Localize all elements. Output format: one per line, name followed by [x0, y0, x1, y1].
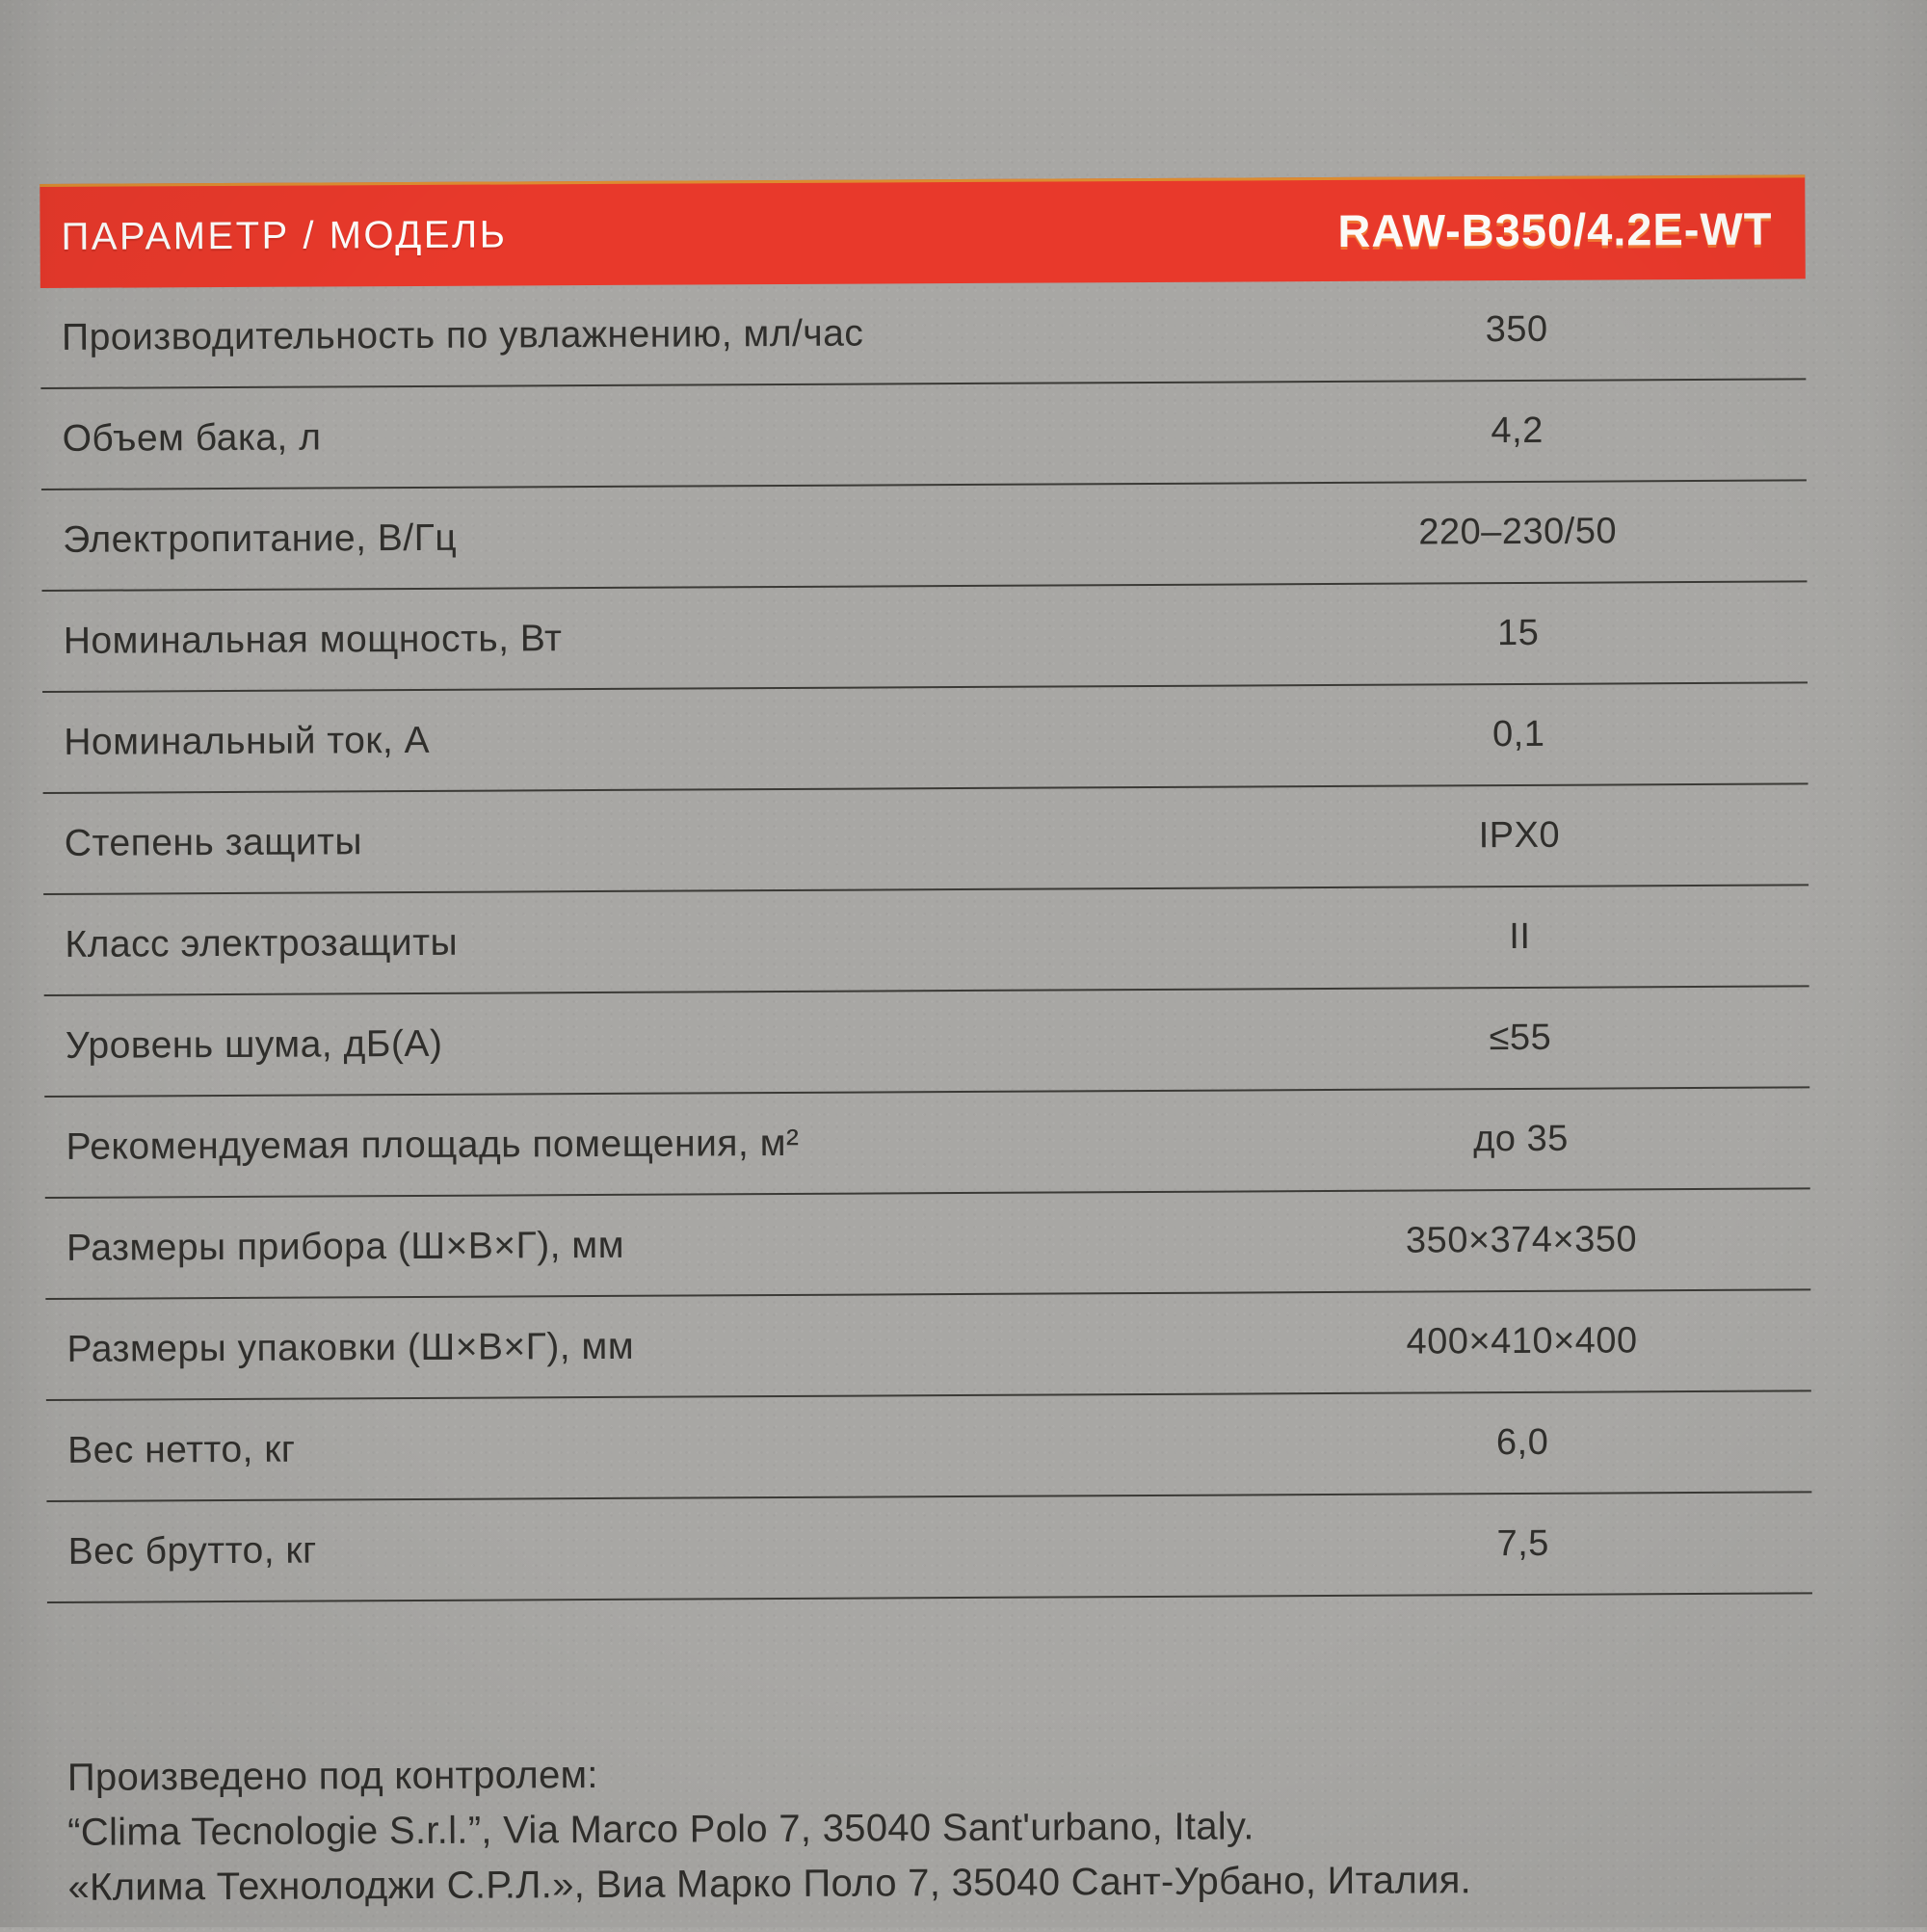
spec-table: ПАРАМЕТР / МОДЕЛЬ RAW-B350/4.2E-WT Произ…	[40, 174, 1812, 1603]
spec-row-value: 15	[1496, 612, 1540, 654]
spec-row-value: до 35	[1473, 1118, 1569, 1160]
spec-row-label: Электропитание, В/Гц	[63, 516, 458, 561]
spec-row-label: Номинальный ток, А	[64, 719, 431, 763]
spec-row-net-weight: Вес нетто, кг 6,0	[45, 1391, 1812, 1502]
spec-row-label: Степень защиты	[64, 820, 363, 864]
spec-row-value: 4,2	[1491, 410, 1544, 452]
spec-row-value: 350×374×350	[1405, 1219, 1638, 1261]
spec-row-electrical-protection-class: Класс электрозащиты II	[43, 886, 1809, 996]
header-model-name: RAW-B350/4.2E-WT	[1337, 202, 1773, 256]
spec-row-value: 7,5	[1496, 1522, 1549, 1565]
spec-row-label: Уровень шума, дБ(А)	[65, 1022, 443, 1067]
header-parameter-model-label: ПАРАМЕТР / МОДЕЛЬ	[61, 213, 508, 258]
spec-row-noise-level: Уровень шума, дБ(А) ≤55	[43, 987, 1810, 1098]
spec-row-value: 220–230/50	[1418, 511, 1618, 553]
spec-row-value: 6,0	[1495, 1421, 1549, 1464]
spec-row-label: Номинальная мощность, Вт	[63, 617, 563, 662]
spec-row-rated-current: Номинальный ток, А 0,1	[42, 683, 1808, 795]
spec-row-label: Объем бака, л	[62, 415, 322, 460]
spec-row-label: Вес нетто, кг	[67, 1428, 296, 1471]
spec-row-value: IPX0	[1478, 814, 1561, 857]
manufacturer-info-latin: “Clima Tecnologie S.r.l.”, Via Marco Pol…	[67, 1805, 1254, 1854]
spec-row-protection-degree: Степень защиты IPX0	[42, 784, 1809, 895]
spec-row-value: 400×410×400	[1406, 1320, 1638, 1363]
spec-row-gross-weight: Вес брутто, кг 7,5	[46, 1493, 1812, 1603]
spec-row-label: Рекомендуемая площадь помещения, м²	[66, 1122, 800, 1168]
spec-row-recommended-room-area: Рекомендуемая площадь помещения, м² до 3…	[44, 1088, 1810, 1199]
spec-row-rated-power: Номинальная мощность, Вт 15	[41, 582, 1808, 694]
spec-row-label: Размеры упаковки (Ш×В×Г), мм	[66, 1325, 635, 1370]
spec-row-value: 350	[1485, 308, 1548, 351]
spec-row-device-dimensions: Размеры прибора (Ш×В×Г), мм 350×374×350	[44, 1189, 1811, 1300]
spec-row-power-supply: Электропитание, В/Гц 220–230/50	[40, 481, 1808, 593]
spec-row-value: 0,1	[1492, 713, 1545, 755]
spec-row-label: Производительность по увлажнению, мл/час	[61, 312, 864, 358]
spec-row-package-dimensions: Размеры упаковки (Ш×В×Г), мм 400×410×400	[45, 1290, 1811, 1401]
spec-row-tank-volume: Объем бака, л 4,2	[40, 380, 1807, 491]
spec-row-label: Класс электрозащиты	[65, 921, 459, 966]
spec-row-label: Размеры прибора (Ш×В×Г), мм	[66, 1224, 625, 1269]
manufacturer-info-heading: Произведено под контролем:	[66, 1753, 598, 1799]
spec-row-value: ≤55	[1489, 1017, 1552, 1059]
spec-row-value: II	[1509, 915, 1531, 958]
spec-row-humidification-capacity: Производительность по увлажнению, мл/час…	[40, 278, 1807, 390]
manufacturer-info-cyrillic: «Клима Технолоджи С.Р.Л.», Виа Марко Пол…	[67, 1859, 1472, 1909]
spec-table-header: ПАРАМЕТР / МОДЕЛЬ RAW-B350/4.2E-WT	[40, 174, 1806, 289]
manufacturer-info: Произведено под контролем: “Clima Tecnol…	[67, 1741, 1880, 1916]
spec-row-label: Вес брутто, кг	[67, 1529, 317, 1573]
